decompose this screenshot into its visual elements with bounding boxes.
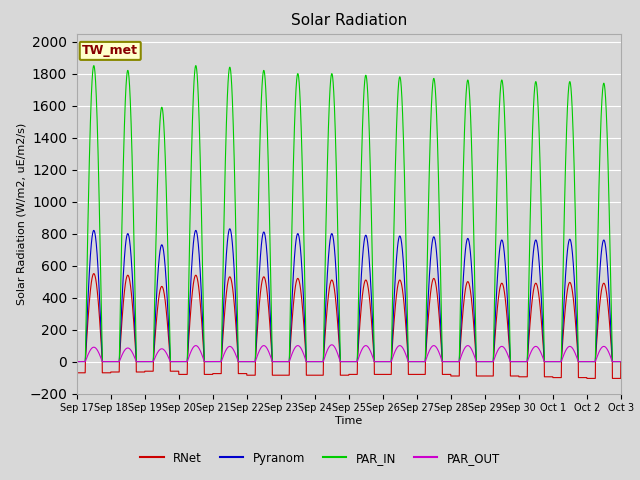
PAR_IN	[186, 232, 193, 238]
Pyranom	[369, 327, 377, 333]
Pyranom	[498, 237, 506, 243]
Text: TW_met: TW_met	[82, 44, 138, 58]
Line: PAR_IN: PAR_IN	[77, 66, 621, 361]
RNet	[583, 375, 591, 381]
RNet	[539, 336, 547, 342]
Line: Pyranom: Pyranom	[77, 229, 621, 361]
Y-axis label: Solar Radiation (W/m2, uE/m2/s): Solar Radiation (W/m2, uE/m2/s)	[17, 122, 26, 305]
Pyranom	[73, 359, 81, 364]
Title: Solar Radiation: Solar Radiation	[291, 13, 407, 28]
PAR_IN	[498, 77, 506, 83]
PAR_IN	[617, 359, 625, 364]
RNet	[73, 370, 81, 376]
RNet	[525, 339, 532, 345]
Pyranom	[539, 324, 547, 330]
PAR_OUT	[398, 344, 406, 350]
PAR_IN	[525, 287, 532, 293]
Pyranom	[525, 328, 532, 334]
Pyranom	[617, 359, 625, 364]
PAR_IN	[369, 288, 377, 294]
RNet	[369, 338, 377, 344]
PAR_IN	[73, 359, 81, 364]
Pyranom	[226, 226, 234, 232]
PAR_OUT	[328, 342, 336, 348]
Pyranom	[186, 305, 193, 311]
Line: RNet: RNet	[77, 274, 621, 378]
PAR_OUT	[539, 354, 547, 360]
PAR_OUT	[73, 359, 81, 364]
PAR_OUT	[186, 352, 193, 358]
PAR_OUT	[525, 355, 532, 360]
RNet	[398, 285, 406, 290]
PAR_IN	[398, 99, 406, 105]
RNet	[186, 322, 193, 328]
PAR_OUT	[369, 355, 377, 360]
RNet	[90, 271, 98, 276]
Line: PAR_OUT: PAR_OUT	[77, 345, 621, 361]
RNet	[617, 359, 625, 364]
RNet	[498, 280, 506, 286]
Legend: RNet, Pyranom, PAR_IN, PAR_OUT: RNet, Pyranom, PAR_IN, PAR_OUT	[135, 447, 505, 469]
PAR_IN	[539, 279, 547, 285]
PAR_OUT	[498, 344, 506, 349]
PAR_IN	[90, 63, 98, 69]
Pyranom	[398, 244, 406, 250]
PAR_OUT	[617, 359, 625, 364]
X-axis label: Time: Time	[335, 416, 362, 426]
